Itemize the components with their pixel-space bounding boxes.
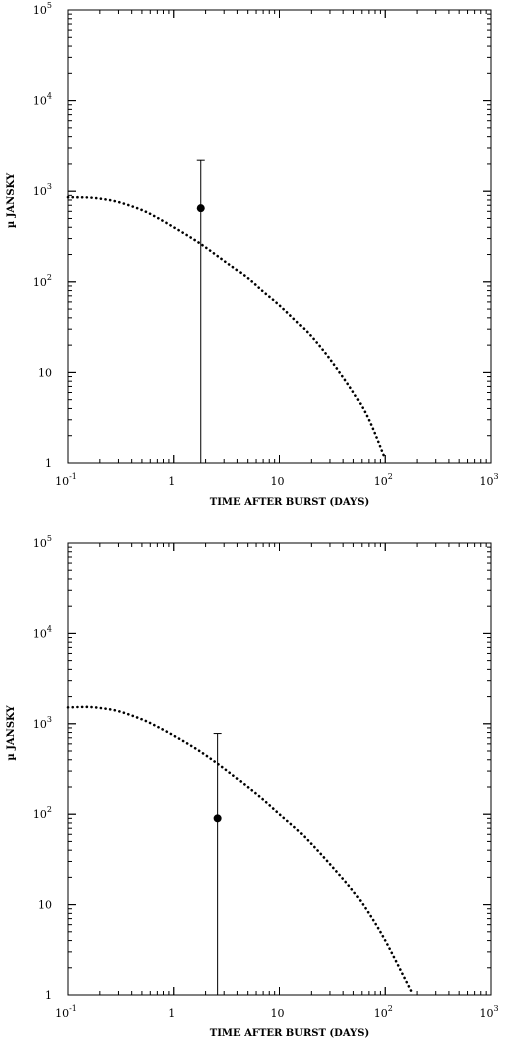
y-tick-label: 104 xyxy=(33,92,52,108)
y-axis-label: µ JANSKY xyxy=(6,705,17,761)
model-curve xyxy=(66,705,414,995)
x-tick-label: 102 xyxy=(374,472,393,488)
plot-frame xyxy=(67,9,492,464)
data-point xyxy=(213,814,222,823)
y-tick-label: 102 xyxy=(33,805,52,821)
x-tick-label: 10 xyxy=(271,1007,285,1020)
x-tick-label: 10-1 xyxy=(55,472,77,488)
x-tick-label: 1 xyxy=(168,475,175,488)
x-tick-label: 103 xyxy=(479,472,498,488)
y-tick-label: 105 xyxy=(33,534,52,550)
x-tick-label: 10 xyxy=(271,475,285,488)
y-tick-label: 102 xyxy=(33,273,52,289)
y-tick-label: 10 xyxy=(38,366,52,379)
model-curve xyxy=(66,195,387,461)
y-axis-label: µ JANSKY xyxy=(6,172,17,228)
x-tick-label: 1 xyxy=(168,1007,175,1020)
y-tick-label: 105 xyxy=(33,1,52,17)
plot-frame xyxy=(67,542,492,996)
y-tick-label: 1 xyxy=(45,989,52,1002)
x-axis-label: TIME AFTER BURST (DAYS) xyxy=(210,497,369,508)
x-tick-label: 103 xyxy=(479,1004,498,1020)
y-tick-label: 103 xyxy=(33,715,52,731)
y-tick-label: 1 xyxy=(45,457,52,470)
y-tick-label: 103 xyxy=(33,182,52,198)
data-point xyxy=(196,204,205,213)
x-axis-label: TIME AFTER BURST (DAYS) xyxy=(210,1028,369,1039)
y-tick-label: 104 xyxy=(33,624,52,640)
y-tick-label: 10 xyxy=(38,899,52,912)
x-tick-label: 102 xyxy=(374,1004,393,1020)
x-tick-label: 10-1 xyxy=(55,1004,77,1020)
